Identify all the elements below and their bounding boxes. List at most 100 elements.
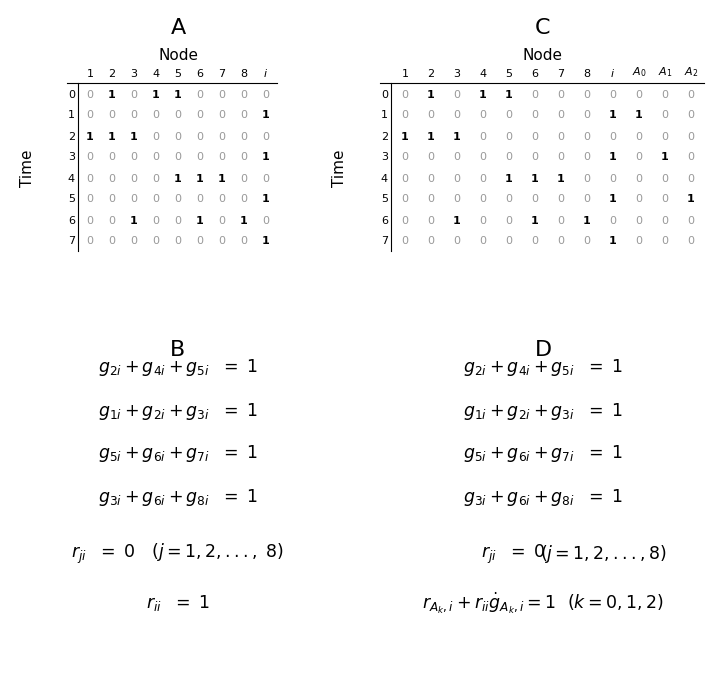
Text: 0: 0: [152, 237, 159, 246]
Text: 0: 0: [454, 89, 460, 100]
Text: 0: 0: [218, 194, 225, 205]
Text: 0: 0: [557, 110, 564, 121]
Text: 0: 0: [505, 132, 513, 141]
Text: B: B: [170, 340, 186, 360]
Text: $i$: $i$: [264, 67, 269, 79]
Text: 1: 1: [196, 216, 204, 226]
Text: 6: 6: [197, 69, 203, 79]
Text: 0: 0: [174, 194, 182, 205]
Text: 0: 0: [197, 194, 203, 205]
Text: Node: Node: [523, 48, 563, 63]
Text: 7: 7: [381, 237, 388, 246]
Text: 0: 0: [635, 237, 643, 246]
Text: 0: 0: [454, 173, 460, 183]
Text: 1: 1: [381, 110, 388, 121]
Text: 0: 0: [401, 153, 409, 162]
Text: 5: 5: [68, 194, 75, 205]
Text: 0: 0: [635, 194, 643, 205]
Text: 1: 1: [86, 69, 93, 79]
Text: 3: 3: [68, 153, 75, 162]
Text: 0: 0: [197, 110, 203, 121]
Text: 1: 1: [262, 237, 270, 246]
Text: 0: 0: [505, 237, 513, 246]
Text: 0: 0: [263, 216, 269, 226]
Text: 0: 0: [401, 173, 409, 183]
Text: 0: 0: [661, 237, 668, 246]
Text: 0: 0: [174, 132, 182, 141]
Text: 0: 0: [108, 110, 116, 121]
Text: 1: 1: [86, 132, 94, 141]
Text: 1: 1: [108, 89, 116, 100]
Text: 0: 0: [241, 153, 248, 162]
Text: 8: 8: [584, 69, 591, 79]
Text: 1: 1: [609, 110, 617, 121]
Text: 0: 0: [401, 89, 409, 100]
Text: 0: 0: [584, 173, 590, 183]
Text: 0: 0: [531, 89, 538, 100]
Text: 0: 0: [241, 194, 248, 205]
Text: 0: 0: [241, 89, 248, 100]
Text: C: C: [535, 18, 551, 38]
Text: 4: 4: [381, 173, 388, 183]
Text: 1: 1: [453, 132, 461, 141]
Text: 0: 0: [688, 237, 694, 246]
Text: 0: 0: [480, 237, 487, 246]
Text: 1: 1: [609, 153, 617, 162]
Text: 0: 0: [531, 194, 538, 205]
Text: D: D: [534, 340, 551, 360]
Text: 0: 0: [584, 153, 590, 162]
Text: 1: 1: [130, 132, 138, 141]
Text: 0: 0: [688, 216, 694, 226]
Text: $r_{ji}\ \ =\ 0\ \ \ (j=1,2,...,\ 8)$: $r_{ji}\ \ =\ 0\ \ \ (j=1,2,...,\ 8)$: [72, 542, 284, 566]
Text: 0: 0: [661, 110, 668, 121]
Text: 1: 1: [240, 216, 248, 226]
Text: 0: 0: [635, 216, 643, 226]
Text: 0: 0: [401, 110, 409, 121]
Text: 1: 1: [108, 132, 116, 141]
Text: 8: 8: [241, 69, 248, 79]
Text: 1: 1: [218, 173, 226, 183]
Text: 0: 0: [427, 173, 434, 183]
Text: 0: 0: [480, 194, 487, 205]
Text: 0: 0: [610, 173, 617, 183]
Text: 0: 0: [401, 216, 409, 226]
Text: 0: 0: [197, 89, 203, 100]
Text: 1: 1: [262, 153, 270, 162]
Text: 0: 0: [635, 132, 643, 141]
Text: 0: 0: [661, 216, 668, 226]
Text: 0: 0: [131, 237, 138, 246]
Text: 0: 0: [584, 110, 590, 121]
Text: 3: 3: [381, 153, 388, 162]
Text: 0: 0: [427, 153, 434, 162]
Text: 1: 1: [531, 173, 539, 183]
Text: 0: 0: [263, 132, 269, 141]
Text: 0: 0: [688, 173, 694, 183]
Text: 1: 1: [609, 194, 617, 205]
Text: 0: 0: [197, 153, 203, 162]
Text: 0: 0: [557, 89, 564, 100]
Text: $A_0$: $A_0$: [632, 65, 646, 79]
Text: 0: 0: [531, 153, 538, 162]
Text: 0: 0: [263, 173, 269, 183]
Text: 0: 0: [86, 153, 93, 162]
Text: 1: 1: [479, 89, 487, 100]
Text: 1: 1: [401, 132, 409, 141]
Text: $r_{A_k,i}+r_{ii}\dot{g}_{A_k,i}=1\ \ (k=0,1,2)$: $r_{A_k,i}+r_{ii}\dot{g}_{A_k,i}=1\ \ (k…: [422, 591, 664, 616]
Text: 1: 1: [557, 173, 565, 183]
Text: 0: 0: [688, 89, 694, 100]
Text: 0: 0: [557, 132, 564, 141]
Text: $g_{1i} + g_{2i} + g_{3i}\ \ =\ 1$: $g_{1i} + g_{2i} + g_{3i}\ \ =\ 1$: [463, 400, 623, 421]
Text: 0: 0: [86, 173, 93, 183]
Text: $A_2$: $A_2$: [684, 65, 698, 79]
Text: 0: 0: [152, 132, 159, 141]
Text: 0: 0: [68, 89, 75, 100]
Text: 2: 2: [68, 132, 75, 141]
Text: 7: 7: [218, 69, 225, 79]
Text: $g_{3i} + g_{6i} + g_{8i}\ \ =\ 1$: $g_{3i} + g_{6i} + g_{8i}\ \ =\ 1$: [98, 486, 258, 507]
Text: 0: 0: [152, 110, 159, 121]
Text: 0: 0: [401, 237, 409, 246]
Text: 5: 5: [381, 194, 388, 205]
Text: 0: 0: [241, 237, 248, 246]
Text: 2: 2: [108, 69, 116, 79]
Text: 0: 0: [152, 153, 159, 162]
